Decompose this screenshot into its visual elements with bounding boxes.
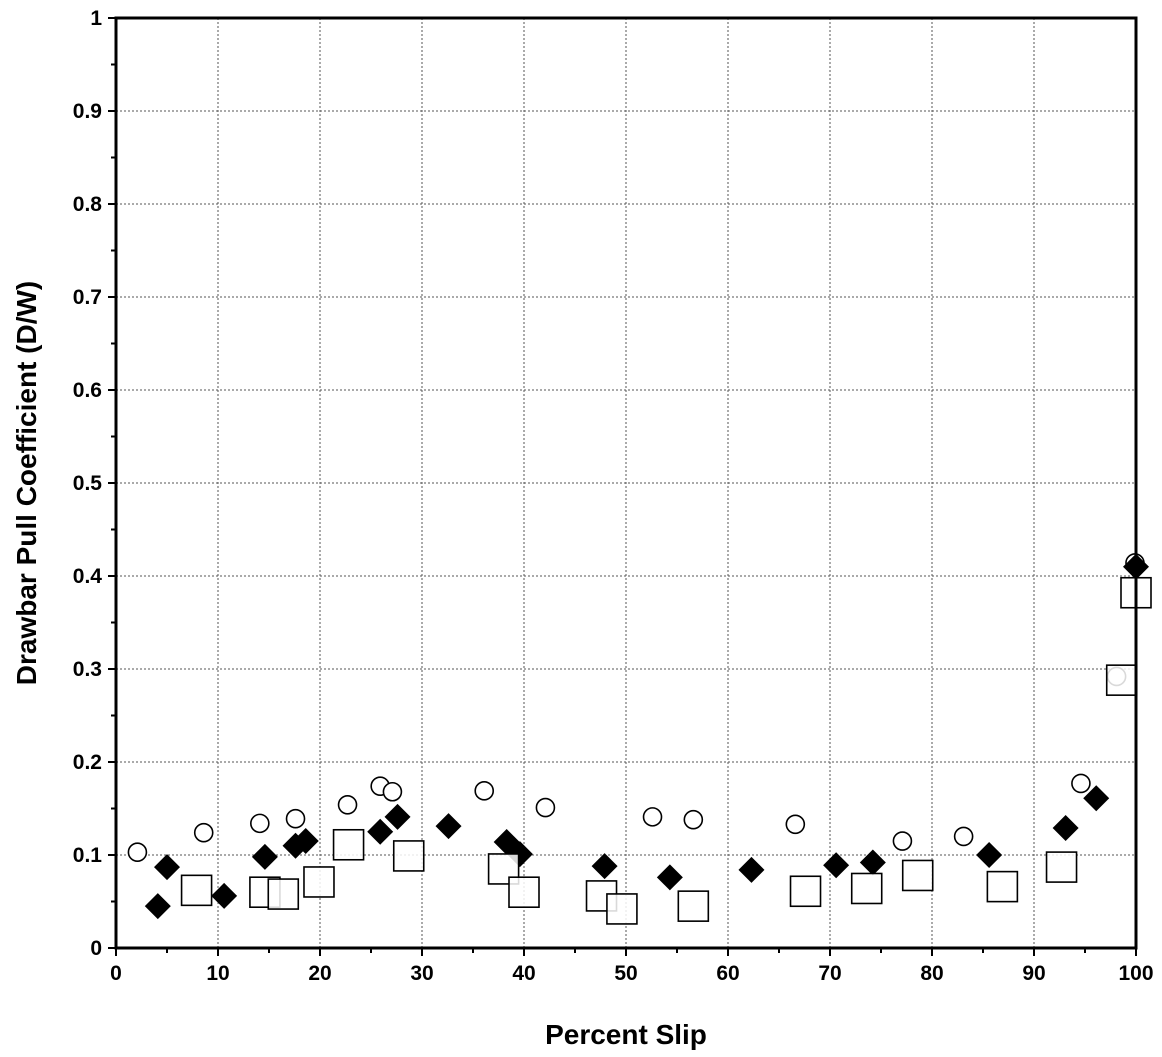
x-tick-label: 50 — [614, 962, 637, 985]
data-point-circle — [683, 809, 704, 830]
data-point-circle — [250, 813, 270, 834]
x-tick-label: 60 — [716, 962, 739, 985]
data-point-circle — [1071, 773, 1091, 794]
x-tick-label: 10 — [206, 962, 229, 985]
data-point-square — [508, 876, 540, 909]
data-point-square — [392, 840, 425, 872]
data-point-diamond — [656, 864, 683, 891]
data-point-diamond — [591, 853, 618, 880]
y-tick-label: 1 — [90, 7, 102, 30]
data-point-circle — [193, 822, 214, 843]
data-point-square — [789, 875, 822, 908]
x-tick-label: 90 — [1022, 962, 1045, 985]
grid — [116, 18, 1136, 948]
x-tick-label: 40 — [512, 962, 535, 985]
data-point-diamond — [976, 842, 1003, 868]
data-point-square — [1105, 664, 1138, 696]
data-point-square — [267, 878, 300, 910]
data-point-circle — [535, 797, 556, 818]
y-tick-label: 0.9 — [73, 100, 102, 123]
data-point-circle — [785, 814, 806, 835]
data-point-diamond — [154, 854, 180, 881]
data-point-circle — [474, 781, 495, 801]
x-tick-label: 20 — [308, 962, 331, 985]
data-point-diamond — [506, 841, 533, 868]
data-point-diamond — [144, 893, 171, 920]
y-axis-title: Drawbar Pull Coefficient (D/W) — [11, 281, 42, 685]
data-point-diamond — [1052, 815, 1079, 842]
y-tick-label: 0 — [90, 937, 102, 960]
y-tick-label: 0.8 — [73, 193, 103, 216]
data-point-circle — [337, 794, 358, 815]
data-point-circle — [642, 807, 663, 827]
y-tick-label: 0.7 — [73, 286, 102, 309]
x-tick-label: 30 — [410, 962, 433, 985]
x-tick-label: 100 — [1118, 962, 1153, 985]
y-tick-label: 0.5 — [73, 472, 103, 495]
y-tick-label: 0.6 — [73, 379, 102, 402]
data-point-diamond — [1083, 785, 1110, 812]
x-tick-label: 80 — [920, 962, 943, 985]
data-point-diamond — [859, 849, 886, 876]
data-point-circle — [127, 842, 148, 863]
data-point-square — [1045, 851, 1078, 883]
data-point-diamond — [384, 803, 411, 830]
data-point-square — [606, 893, 638, 925]
data-point-circle — [382, 781, 403, 802]
data-points — [127, 553, 1152, 925]
x-axis-ticks: 0 10 20 30 40 50 60 70 80 90 100 — [110, 948, 1154, 985]
data-point-diamond — [435, 813, 462, 840]
data-point-square — [850, 872, 883, 905]
y-tick-label: 0.1 — [73, 844, 103, 867]
data-point-square — [180, 874, 213, 907]
data-point-circle — [285, 808, 306, 829]
data-point-diamond — [738, 856, 765, 883]
y-tick-label: 0.3 — [73, 658, 102, 681]
data-point-diamond — [367, 818, 394, 845]
data-point-diamond — [251, 843, 278, 870]
data-point-square — [332, 828, 365, 861]
x-axis-title: Percent Slip — [545, 1019, 707, 1050]
plot-frame — [114, 16, 1138, 950]
data-point-diamond — [211, 882, 238, 909]
x-tick-label: 0 — [110, 962, 122, 985]
y-axis-ticks: 0 0.1 0.2 0.3 0.4 0.5 0.6 0.7 0.8 0.9 1 — [73, 7, 116, 960]
data-point-circle — [953, 826, 974, 847]
y-tick-label: 0.4 — [73, 565, 103, 588]
x-tick-label: 70 — [818, 962, 841, 985]
data-point-square — [901, 859, 934, 892]
data-point-square — [677, 890, 710, 922]
data-point-square — [986, 870, 1019, 903]
data-point-diamond — [823, 852, 850, 879]
data-point-circle — [892, 831, 913, 851]
y-tick-label: 0.2 — [73, 751, 102, 774]
data-point-diamond — [292, 828, 319, 855]
data-point-square — [303, 866, 335, 898]
